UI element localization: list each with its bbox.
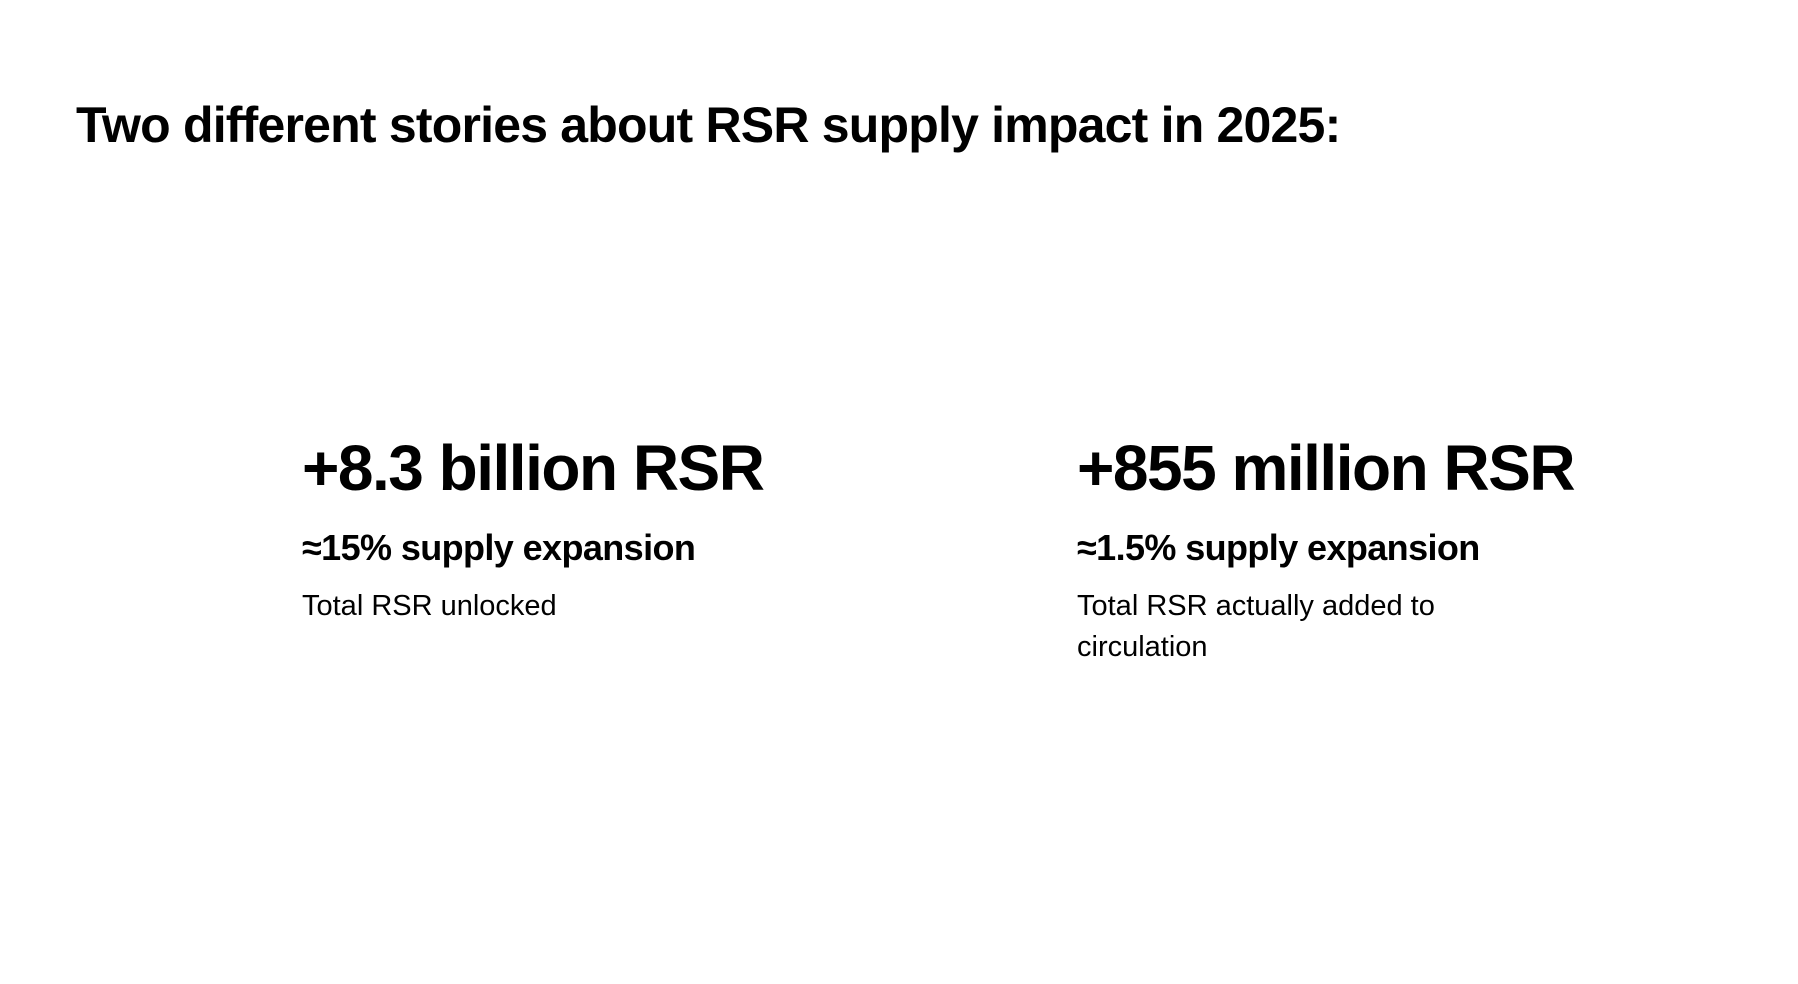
stat-unlocked: +8.3 billion RSR ≈15% supply expansion T… <box>302 430 822 627</box>
stat-description: Total RSR actually added to circulation <box>1077 590 1435 663</box>
stat-value: +855 million RSR <box>1077 432 1576 504</box>
stat-circulating: +855 million RSR ≈1.5% supply expansion … <box>1077 430 1597 668</box>
stat-subtitle: ≈1.5% supply expansion <box>1077 527 1480 568</box>
stat-description: Total RSR unlocked <box>302 590 557 622</box>
stat-subtitle: ≈15% supply expansion <box>302 527 696 568</box>
slide-title: Two different stories about RSR supply i… <box>76 96 1341 153</box>
stat-value: +8.3 billion RSR <box>302 432 765 504</box>
